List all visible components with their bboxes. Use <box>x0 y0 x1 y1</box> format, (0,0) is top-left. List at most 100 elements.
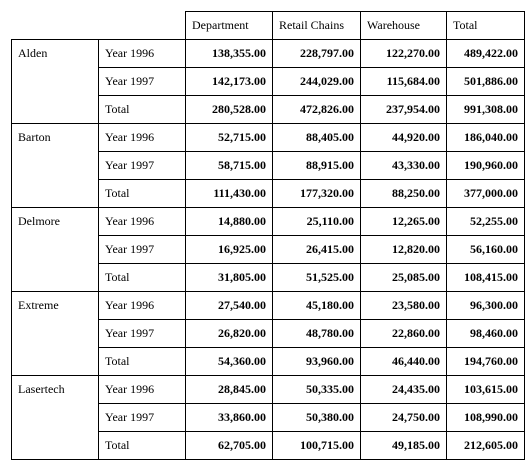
column-header-total: Total <box>446 11 525 40</box>
value-cell: 25,085.00 <box>360 263 447 292</box>
value-cell: 49,185.00 <box>360 431 447 460</box>
value-cell: 14,880.00 <box>185 207 273 236</box>
table-row: Year 1997 142,173.00 244,029.00 115,684.00 5… <box>12 67 525 96</box>
value-cell: 23,580.00 <box>360 291 447 320</box>
row-label: Year 1997 <box>98 403 186 432</box>
table-row: Alden Year 1996 138,355.00 228,797.00 122,27… <box>11 39 525 124</box>
value-cell: 108,990.00 <box>446 403 525 432</box>
group-label: Alden <box>11 39 99 124</box>
value-cell: 991,308.00 <box>446 95 525 124</box>
report-body: Department Retail Chains Warehouse Total… <box>11 11 525 460</box>
value-cell: 28,845.00 <box>185 375 273 404</box>
value-cell: 44,920.00 <box>360 123 447 152</box>
value-cell: 194,760.00 <box>446 347 525 376</box>
value-cell: 111,430.00 <box>185 179 273 208</box>
value-cell: 50,380.00 <box>272 403 361 432</box>
row-label: Year 1996 <box>98 375 186 404</box>
value-cell: 58,715.00 <box>185 151 273 180</box>
table-row: Extreme Year 1996 27,540.00 45,180.00 23,580… <box>11 291 525 376</box>
value-cell: 280,528.00 <box>185 95 273 124</box>
value-cell: 48,780.00 <box>272 319 361 348</box>
group-label: Lasertech <box>11 375 99 460</box>
value-cell: 501,886.00 <box>446 67 525 96</box>
value-cell: 88,405.00 <box>272 123 361 152</box>
value-cell: 98,460.00 <box>446 319 525 348</box>
value-cell: 212,605.00 <box>446 431 525 460</box>
blank-corner-cell <box>99 12 186 40</box>
value-cell: 12,265.00 <box>360 207 447 236</box>
row-label: Year 1996 <box>98 123 186 152</box>
crosstab-report-table: Department Retail Chains Warehouse Total… <box>11 11 525 460</box>
value-cell: 26,415.00 <box>272 235 361 264</box>
row-label: Total <box>98 179 186 208</box>
value-cell: 177,320.00 <box>272 179 361 208</box>
value-cell: 103,615.00 <box>446 375 525 404</box>
value-cell: 43,330.00 <box>360 151 447 180</box>
value-cell: 138,355.00 <box>185 39 273 68</box>
table-row: Total 31,805.00 51,525.00 25,085.00 108,415.… <box>12 263 525 292</box>
value-cell: 24,435.00 <box>360 375 447 404</box>
value-cell: 16,925.00 <box>185 235 273 264</box>
column-header-retail-chains: Retail Chains <box>272 11 361 40</box>
value-cell: 33,860.00 <box>185 403 273 432</box>
value-cell: 27,540.00 <box>185 291 273 320</box>
row-label: Total <box>98 347 186 376</box>
group-label: Extreme <box>11 291 99 376</box>
value-cell: 100,715.00 <box>272 431 361 460</box>
value-cell: 52,255.00 <box>446 207 525 236</box>
value-cell: 50,335.00 <box>272 375 361 404</box>
row-label: Year 1996 <box>98 207 186 236</box>
value-cell: 115,684.00 <box>360 67 447 96</box>
column-header-warehouse: Warehouse <box>360 11 447 40</box>
table-row: Total 62,705.00 100,715.00 49,185.00 212,605… <box>12 431 525 460</box>
value-cell: 51,525.00 <box>272 263 361 292</box>
group-label: Barton <box>11 123 99 208</box>
row-label: Year 1997 <box>98 319 186 348</box>
value-cell: 190,960.00 <box>446 151 525 180</box>
value-cell: 489,422.00 <box>446 39 525 68</box>
row-label: Year 1997 <box>98 67 186 96</box>
blank-corner-cell <box>12 12 99 40</box>
value-cell: 24,750.00 <box>360 403 447 432</box>
row-label: Year 1997 <box>98 235 186 264</box>
value-cell: 93,960.00 <box>272 347 361 376</box>
value-cell: 122,270.00 <box>360 39 447 68</box>
row-label: Year 1996 <box>98 39 186 68</box>
value-cell: 56,160.00 <box>446 235 525 264</box>
value-cell: 237,954.00 <box>360 95 447 124</box>
value-cell: 228,797.00 <box>272 39 361 68</box>
table-row: Year 1997 58,715.00 88,915.00 43,330.00 190,… <box>12 151 525 180</box>
value-cell: 31,805.00 <box>185 263 273 292</box>
value-cell: 26,820.00 <box>185 319 273 348</box>
value-cell: 52,715.00 <box>185 123 273 152</box>
row-label: Year 1996 <box>98 291 186 320</box>
row-label: Total <box>98 431 186 460</box>
value-cell: 45,180.00 <box>272 291 361 320</box>
row-label: Total <box>98 263 186 292</box>
value-cell: 377,000.00 <box>446 179 525 208</box>
value-cell: 88,250.00 <box>360 179 447 208</box>
table-row: Year 1997 16,925.00 26,415.00 12,820.00 56,1… <box>12 235 525 264</box>
value-cell: 54,360.00 <box>185 347 273 376</box>
value-cell: 186,040.00 <box>446 123 525 152</box>
table-row: Lasertech Year 1996 28,845.00 50,335.00 24,4… <box>11 375 525 460</box>
value-cell: 62,705.00 <box>185 431 273 460</box>
value-cell: 25,110.00 <box>272 207 361 236</box>
value-cell: 108,415.00 <box>446 263 525 292</box>
value-cell: 12,820.00 <box>360 235 447 264</box>
table-row: Year 1997 33,860.00 50,380.00 24,750.00 108,… <box>12 403 525 432</box>
table-row: Total 280,528.00 472,826.00 237,954.00 991,3… <box>12 95 525 124</box>
value-cell: 244,029.00 <box>272 67 361 96</box>
table-row: Total 111,430.00 177,320.00 88,250.00 377,00… <box>12 179 525 208</box>
column-header-row: Department Retail Chains Warehouse Total <box>12 11 525 40</box>
value-cell: 22,860.00 <box>360 319 447 348</box>
value-cell: 472,826.00 <box>272 95 361 124</box>
table-row: Delmore Year 1996 14,880.00 25,110.00 12,265… <box>11 207 525 292</box>
table-row: Barton Year 1996 52,715.00 88,405.00 44,920.… <box>11 123 525 208</box>
value-cell: 46,440.00 <box>360 347 447 376</box>
value-cell: 88,915.00 <box>272 151 361 180</box>
row-label: Year 1997 <box>98 151 186 180</box>
group-label: Delmore <box>11 207 99 292</box>
column-header-department: Department <box>185 11 273 40</box>
row-label: Total <box>98 95 186 124</box>
